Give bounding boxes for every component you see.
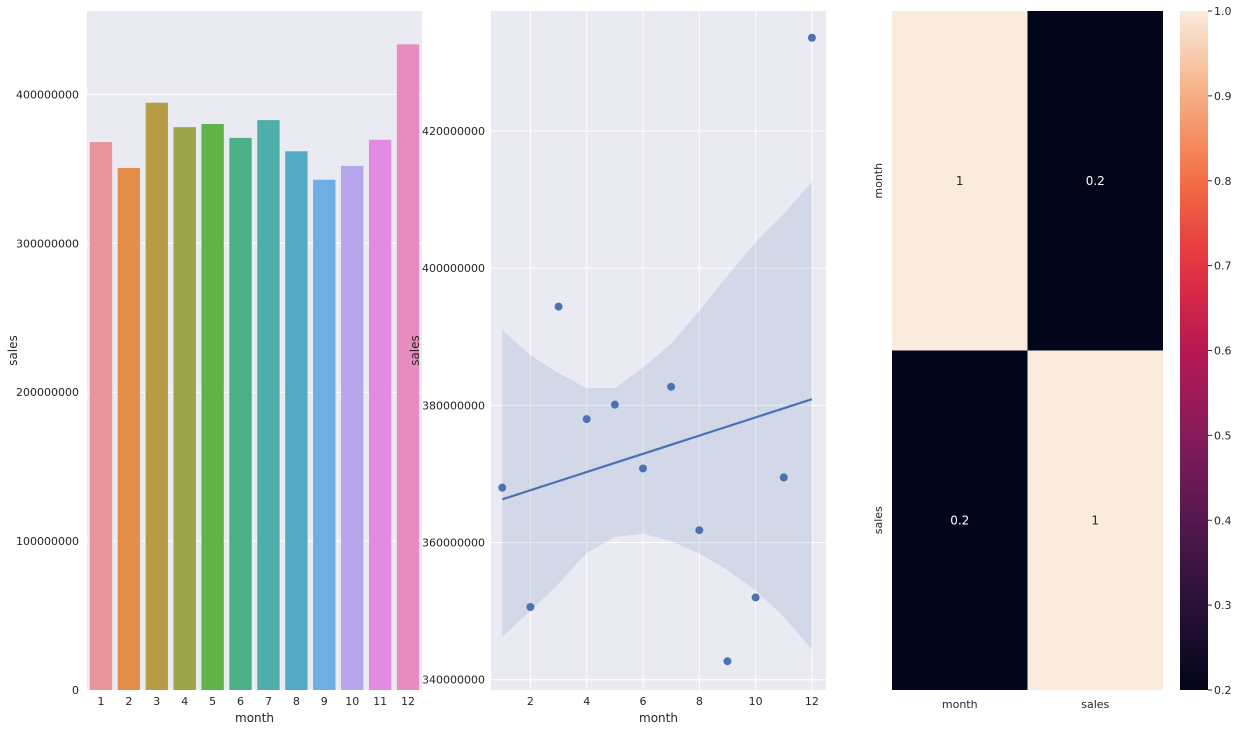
scatter-point — [779, 473, 788, 482]
scatter-point — [723, 657, 732, 666]
x-axis-label: month — [235, 711, 274, 725]
scatter-point — [610, 400, 619, 409]
bar — [229, 137, 252, 690]
x-tick-label: 5 — [209, 695, 216, 708]
colorbar-tick-label: 0.2 — [1214, 684, 1232, 697]
x-tick-label: 1 — [97, 695, 104, 708]
y-tick-label: 400000000 — [16, 88, 79, 101]
heatmap-cell — [1027, 350, 1163, 690]
plot-background — [87, 11, 422, 690]
y-tick-label: 380000000 — [422, 399, 485, 412]
heatmap-cell — [892, 350, 1028, 690]
plot-background — [491, 11, 826, 690]
x-tick-label: 8 — [696, 695, 703, 708]
heatmap-cell — [1027, 11, 1163, 351]
x-tick-label: 7 — [265, 695, 272, 708]
x-tick-label: 4 — [583, 695, 590, 708]
scatter-point — [554, 302, 563, 311]
bar — [285, 151, 308, 691]
x-tick-label: 2 — [125, 695, 132, 708]
y-tick-label: 360000000 — [422, 537, 485, 550]
colorbar-tick-label: 0.8 — [1214, 175, 1232, 188]
y-tick-label: sales — [872, 506, 885, 534]
x-tick-label: 10 — [345, 695, 359, 708]
scatter-point — [526, 603, 535, 612]
regression-chart-panel: 340000000 360000000 380000000 400000000 4200… — [408, 11, 826, 725]
regression-line — [501, 398, 813, 501]
cell-annotation: 1 — [1091, 513, 1099, 527]
scatter-point — [751, 593, 760, 602]
colorbar-tick-label: 0.9 — [1214, 90, 1232, 103]
y-axis-label: sales — [408, 335, 422, 366]
y-tick-label: 340000000 — [422, 674, 485, 687]
scatter-point — [807, 33, 816, 42]
bar — [145, 102, 168, 691]
cell-annotation: 0.2 — [1086, 174, 1105, 188]
bar — [313, 179, 336, 690]
colorbar-tick-label: 0.6 — [1214, 345, 1232, 358]
scatter-point — [639, 464, 648, 473]
heatmap-panel: 1 0.2 0.2 1 month sales month sales 0.2 0.3 0.4 0.5… — [872, 5, 1232, 711]
x-tick-label: 11 — [373, 695, 387, 708]
x-tick-label: 4 — [181, 695, 188, 708]
y-axis-label: sales — [6, 335, 20, 366]
x-tick-label: 2 — [527, 695, 534, 708]
bar — [89, 142, 113, 690]
x-tick-label: sales — [1081, 698, 1109, 711]
x-tick-label: 10 — [749, 695, 763, 708]
x-tick-label: 9 — [321, 695, 328, 708]
y-tick-label: 420000000 — [422, 125, 485, 138]
heatmap-cell — [892, 11, 1028, 351]
bar — [173, 127, 196, 691]
scatter-point — [582, 415, 591, 424]
bar — [257, 120, 280, 691]
bar — [368, 139, 392, 691]
x-tick-label: month — [942, 698, 978, 711]
scatter-point — [667, 382, 676, 391]
x-tick-label: 12 — [805, 695, 819, 708]
x-tick-label: 6 — [237, 695, 244, 708]
colorbar — [1180, 11, 1208, 690]
bar — [341, 165, 364, 691]
colorbar-tick-label: 1.0 — [1214, 5, 1232, 18]
colorbar-tick-label: 0.3 — [1214, 599, 1232, 612]
y-tick-label: 300000000 — [16, 237, 79, 250]
x-axis-label: month — [639, 711, 678, 725]
x-tick-label: 12 — [401, 695, 415, 708]
y-tick-label: 0 — [72, 684, 79, 697]
x-tick-label: 3 — [153, 695, 160, 708]
colorbar-tick-label: 0.5 — [1214, 429, 1232, 442]
cell-annotation: 1 — [956, 174, 964, 188]
y-tick-label: month — [872, 163, 885, 199]
bar — [396, 44, 420, 691]
bar — [117, 167, 141, 690]
y-tick-label: 400000000 — [422, 262, 485, 275]
colorbar-tick-label: 0.4 — [1214, 514, 1232, 527]
y-tick-label: 100000000 — [16, 535, 79, 548]
bar — [201, 124, 224, 690]
y-tick-label: 200000000 — [16, 386, 79, 399]
scatter-point — [695, 526, 704, 535]
x-tick-label: 8 — [293, 695, 300, 708]
scatter-point — [498, 483, 507, 492]
cell-annotation: 0.2 — [950, 513, 969, 527]
confidence-band — [502, 181, 812, 650]
x-tick-label: 6 — [640, 695, 647, 708]
colorbar-tick-label: 0.7 — [1214, 260, 1232, 273]
